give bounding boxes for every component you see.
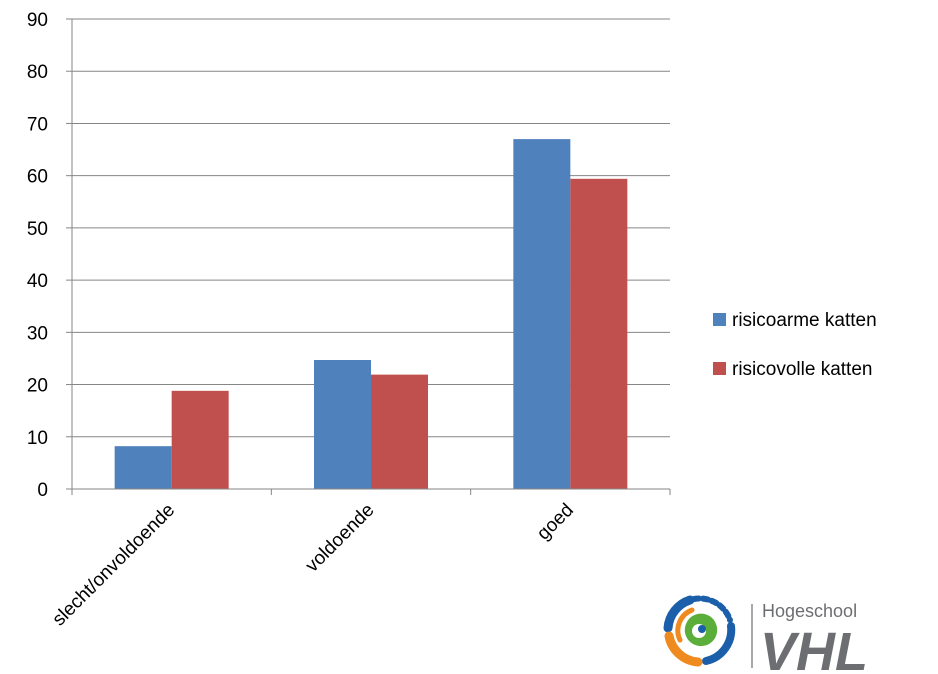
bar-risicoarme-katten-goed	[513, 139, 571, 489]
bar-risicoarme-katten-slecht-onvoldoende	[114, 446, 172, 489]
bar-risicoarme-katten-voldoende	[314, 360, 371, 489]
legend-label-risicoarme: risicoarme katten	[732, 310, 877, 331]
bar-risicovolle-katten-voldoende	[371, 374, 428, 489]
y-tick-label: 70	[27, 114, 48, 135]
bar-risicovolle-katten-goed	[570, 178, 628, 490]
y-tick-label: 10	[27, 428, 48, 449]
y-tick-label: 20	[27, 376, 48, 397]
bar-risicovolle-katten-slecht-onvoldoende	[171, 390, 229, 489]
logo-big-text: VHL	[760, 622, 868, 674]
x-category-label: goed	[533, 500, 578, 545]
y-tick-label: 30	[27, 323, 48, 344]
x-category-label: slecht/onvoldoende	[49, 500, 180, 631]
logo-swirl-icon	[663, 595, 736, 667]
legend: risicoarme katten risicovolle katten	[713, 310, 877, 380]
x-axis-labels: slecht/onvoldoende voldoende goed	[49, 500, 578, 631]
y-tick-label: 0	[37, 480, 48, 501]
axes	[66, 18, 671, 495]
legend-swatch-risicovolle	[713, 362, 726, 375]
vhl-logo: Hogeschool VHL	[663, 595, 868, 674]
gridlines	[72, 18, 670, 438]
y-tick-label: 80	[27, 62, 48, 83]
bars	[114, 139, 628, 490]
logo-small-text: Hogeschool	[762, 601, 857, 621]
y-axis-ticks: 0 10 20 30 40 50 60 70 80 90	[27, 10, 48, 501]
legend-label-risicovolle: risicovolle katten	[732, 359, 872, 380]
y-tick-label: 90	[27, 10, 48, 31]
y-tick-label: 50	[27, 219, 48, 240]
x-category-label: voldoende	[302, 500, 379, 577]
legend-swatch-risicoarme	[713, 313, 726, 326]
y-tick-label: 40	[27, 271, 48, 292]
y-tick-label: 60	[27, 167, 48, 188]
